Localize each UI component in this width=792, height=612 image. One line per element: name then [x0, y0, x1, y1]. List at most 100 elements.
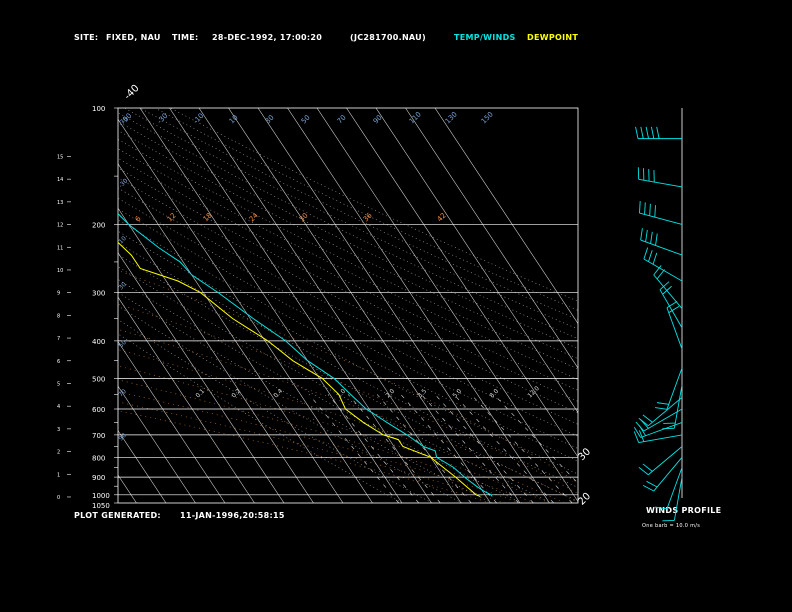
isotherm-line — [118, 118, 373, 503]
dry-adiabat-line — [118, 242, 578, 488]
wind-barb-flag — [646, 480, 658, 488]
temperature-line — [118, 212, 493, 497]
wind-barb — [640, 228, 683, 256]
moist-adiabat-line — [118, 270, 578, 484]
wind-barb — [655, 367, 683, 410]
wind-barb-flag — [642, 484, 654, 492]
mixing-ratio-line — [470, 394, 573, 503]
plot-border — [117, 107, 579, 504]
mixing-ratio-line — [308, 394, 399, 503]
height-label: 12 — [57, 223, 63, 229]
isotherm-line — [257, 108, 521, 503]
height-label: 3 — [57, 427, 60, 433]
theta-label: -10 — [192, 112, 206, 126]
wind-barb-flag — [653, 265, 662, 276]
wind-barb — [642, 457, 683, 492]
height-label: 10 — [57, 268, 63, 274]
wind-barb-staff — [666, 467, 683, 510]
wind-barb-staff — [659, 289, 683, 329]
isotherm-right-label: 20 — [576, 491, 593, 508]
pressure-label: 1000 — [92, 492, 110, 500]
wind-barb-flag — [640, 228, 643, 241]
pressure-label: 1050 — [92, 502, 110, 510]
mixing-ratio-line — [327, 394, 420, 503]
mixing-ratio-line — [434, 394, 534, 503]
wind-barb-flag — [656, 269, 665, 280]
moist-adiabat-line — [118, 365, 550, 503]
wind-barb-flag — [639, 430, 645, 442]
dry-adiabat-line — [139, 108, 578, 320]
isotherm-line — [0, 108, 78, 503]
pressure-label: 900 — [92, 474, 105, 482]
wind-barb-flag — [635, 126, 639, 139]
file-name: (JC281700.NAU) — [350, 33, 426, 42]
dry-adiabat-line — [118, 157, 578, 391]
dry-adiabat-line — [118, 279, 523, 503]
wind-barb-flag — [645, 126, 650, 139]
left-small-label: 90 — [117, 432, 127, 442]
winds-profile-note: One barb = 10.0 m/s — [642, 523, 701, 529]
wind-barb-flag — [662, 285, 672, 295]
moist-adiabat-line — [118, 379, 535, 503]
left-small-label: 50 — [117, 339, 127, 349]
theta-label: 130 — [444, 110, 459, 125]
axis-labels: 1002003004005006007008009001000105001234… — [57, 83, 593, 510]
height-label: 5 — [57, 381, 60, 387]
wind-barb-staff — [638, 434, 683, 443]
height-label: 13 — [57, 200, 63, 206]
moist-adiabat-label: 24 — [248, 211, 260, 223]
legend-temp: TEMP/WINDS — [454, 33, 516, 42]
plot-generated-label: PLOT GENERATED: — [74, 511, 161, 520]
dry-adiabat-line — [118, 291, 493, 503]
wind-barb — [662, 477, 683, 522]
mixing-ratio-label: 3.5 — [416, 388, 428, 400]
wind-barb-staff — [666, 367, 683, 410]
dry-adiabat-line — [118, 208, 578, 449]
wind-barb-flag — [656, 402, 669, 405]
wind-barb-flag — [643, 247, 649, 260]
wind-barb-flag — [649, 203, 651, 216]
pressure-label: 500 — [92, 375, 105, 383]
time-value: 28-DEC-1992, 17:00:20 — [212, 33, 323, 42]
height-label: 1 — [57, 472, 60, 478]
pressure-label: 300 — [92, 290, 105, 298]
mixing-ratio-label: 0.4 — [272, 388, 284, 400]
wind-barb-flag — [652, 252, 658, 265]
pressure-label: 200 — [92, 221, 105, 229]
dry-adiabat-line — [124, 108, 578, 330]
legend-dewpoint: DEWPOINT — [527, 33, 579, 42]
wind-barb-staff — [648, 397, 683, 427]
moist-adiabat-label: 42 — [436, 211, 448, 223]
pressure-label: 800 — [92, 454, 105, 462]
wind-barb-flag — [655, 506, 668, 510]
height-label: 4 — [57, 404, 60, 410]
height-label: 15 — [57, 154, 63, 160]
theta-label: 70 — [336, 113, 348, 125]
dry-adiabat-line — [118, 254, 578, 502]
mixing-ratio-label: 2.0 — [384, 388, 396, 400]
wind-barb-flag — [644, 202, 646, 215]
dry-adiabat-line — [118, 187, 578, 425]
wind-barb-flag — [633, 431, 640, 443]
moist-adiabat-label: 18 — [202, 211, 214, 223]
wind-barb — [637, 167, 683, 188]
mixing-ratio-label: 1.0 — [335, 388, 347, 400]
dry-adiabat-line — [118, 130, 578, 360]
wind-barb-flag — [648, 250, 653, 262]
mixing-ratio-label: 0.1 — [194, 388, 206, 400]
theta-label: -30 — [156, 112, 170, 126]
wind-barb-staff — [653, 274, 683, 309]
isotherm-line — [118, 207, 314, 503]
isotherm-line — [118, 430, 167, 503]
moist-adiabat-label: 36 — [362, 211, 374, 223]
isotherm-top-label: -40 — [122, 83, 141, 102]
theta-label: 90 — [372, 113, 384, 125]
left-small-label: 10 — [117, 235, 127, 245]
isotherm-line — [118, 163, 344, 503]
isotherm-line — [0, 108, 48, 503]
isotherm-line — [375, 108, 578, 414]
isotherm-right-label: 30 — [576, 446, 593, 463]
isotherm-line — [228, 108, 491, 503]
wind-barb — [643, 247, 683, 282]
wind-barb-flag — [656, 126, 660, 139]
